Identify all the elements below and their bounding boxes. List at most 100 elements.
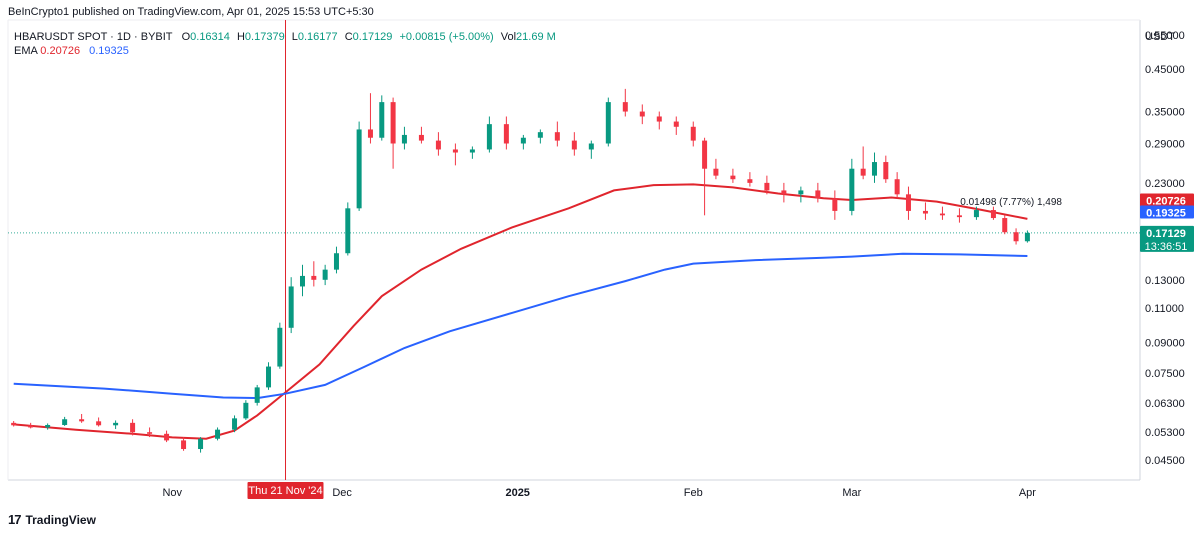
candle-body <box>401 134 407 144</box>
candle-body <box>390 102 396 144</box>
candle-body <box>266 366 272 388</box>
candle-body <box>713 168 719 176</box>
y-tick-label: 0.07500 <box>1145 368 1185 380</box>
candle-body <box>299 275 305 287</box>
candle-body <box>62 419 68 425</box>
y-tick-label: 0.06300 <box>1145 398 1185 410</box>
candle-body <box>922 210 928 214</box>
candle-body <box>905 194 911 211</box>
candle-body <box>883 162 889 180</box>
ema-fast-value: 0.20726 <box>40 45 81 57</box>
candle-body <box>871 162 877 176</box>
candle-body <box>815 190 821 199</box>
candle-body <box>28 425 34 428</box>
candle-body <box>894 179 900 195</box>
candle-body <box>333 253 339 270</box>
y-tick-label: 0.05300 <box>1145 427 1185 439</box>
plot-layer <box>8 20 1140 480</box>
high-label: H <box>236 31 245 43</box>
ema-fast-badge: 0.20726 <box>1146 196 1186 208</box>
candle-body <box>956 215 962 218</box>
candle-body <box>254 387 260 403</box>
candle-body <box>469 149 475 153</box>
volume-label: Vol <box>500 31 517 43</box>
x-tick-label: Feb <box>684 487 703 499</box>
candle-body <box>486 124 492 150</box>
candle-body <box>113 422 119 426</box>
x-tick-label: Nov <box>162 487 182 499</box>
candle-body <box>1002 218 1008 233</box>
candle-body <box>435 140 441 150</box>
candle-body <box>939 213 945 216</box>
currency-label: USDT <box>1145 31 1175 43</box>
candle-body <box>356 129 362 209</box>
ema-slow-value: 0.19325 <box>89 45 129 57</box>
close-label: C <box>344 31 353 43</box>
candle-body <box>311 275 317 280</box>
candle-body <box>164 433 170 441</box>
candle-body <box>322 269 328 280</box>
crosshair-date-bg <box>247 482 324 499</box>
candle-body <box>45 424 51 428</box>
tradingview-brand[interactable]: 17 TradingView <box>8 512 96 527</box>
candle-body <box>764 182 770 191</box>
candle-body <box>367 129 373 138</box>
candle-body <box>1024 232 1030 242</box>
y-tick-label: 0.55000 <box>1145 30 1185 42</box>
measure-annotation: 0.01498 (7.77%) 1,498 <box>960 197 1062 208</box>
ema-fast-line <box>13 183 1028 440</box>
candle-body <box>11 422 17 426</box>
last-price-badge: 0.17129 <box>1146 228 1186 240</box>
candle-body <box>554 132 560 141</box>
ema-slow-badge: 0.19325 <box>1146 207 1186 219</box>
x-tick-label: Dec <box>332 487 352 499</box>
y-tick-label: 0.29000 <box>1145 138 1185 150</box>
candle-body <box>571 140 577 150</box>
candle-body <box>96 421 102 426</box>
candle-body <box>130 422 136 433</box>
y-tick-label: 0.09000 <box>1145 337 1185 349</box>
candle-body <box>537 132 543 138</box>
y-tick-label: 0.11000 <box>1145 303 1184 315</box>
ohlc-row: HBARUSDT SPOT · 1D · BYBIT O0.16314 H0.1… <box>14 30 560 44</box>
y-tick-label: 0.45000 <box>1145 64 1185 76</box>
ema-label[interactable]: EMA <box>14 45 38 57</box>
brand-name: TradingView <box>25 512 96 527</box>
candle-body <box>973 210 979 218</box>
change-value: +0.00815 (+5.00%) <box>399 31 494 43</box>
volume-value: 21.69 M <box>516 31 556 43</box>
candle-body <box>673 121 679 127</box>
x-tick-label: Apr <box>1019 487 1036 499</box>
candle-body <box>520 137 526 144</box>
candle-body <box>588 143 594 150</box>
published-caption: BeInCrypto1 published on TradingView.com… <box>8 6 374 18</box>
y-tick-label: 0.35000 <box>1145 107 1185 119</box>
candle-body <box>730 175 736 180</box>
tradingview-logo-icon: 17 <box>8 512 22 527</box>
chart-legend: HBARUSDT SPOT · 1D · BYBIT O0.16314 H0.1… <box>14 30 560 58</box>
symbol-label[interactable]: HBARUSDT SPOT · 1D · BYBIT <box>14 31 173 43</box>
last-price-badge-countdown: 13:36:51 <box>1145 241 1188 253</box>
candle-body <box>345 208 351 254</box>
candle-body <box>990 210 996 219</box>
ema-slow-badge-bg <box>1140 205 1194 219</box>
candle-body <box>798 190 804 195</box>
candle-body <box>656 116 662 122</box>
candle-body <box>860 168 866 176</box>
high-value: 0.17379 <box>244 31 285 43</box>
candle-body <box>1013 232 1019 242</box>
candle-body <box>832 198 838 211</box>
candle-body <box>243 402 249 419</box>
candle-body <box>503 124 509 144</box>
open-label: O <box>181 31 191 43</box>
candle-body <box>605 102 611 144</box>
candle-body <box>690 126 696 141</box>
ema-row: EMA 0.20726 0.19325 <box>14 44 560 58</box>
candle-body <box>849 168 855 211</box>
candle-body <box>418 134 424 141</box>
candle-body <box>79 419 85 422</box>
open-value: 0.16314 <box>190 31 230 43</box>
